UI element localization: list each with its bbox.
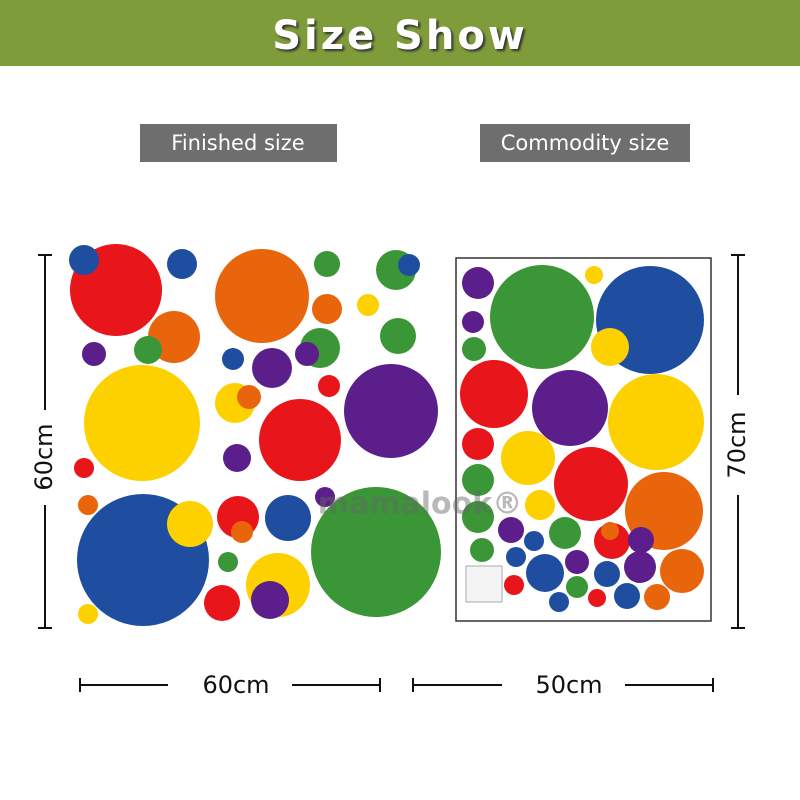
dot (215, 249, 309, 343)
dot (462, 428, 494, 460)
dot (549, 517, 581, 549)
dot (624, 551, 656, 583)
dot (462, 337, 486, 361)
dot (504, 575, 524, 595)
watermark: mamalook® (318, 487, 522, 522)
dot (608, 374, 704, 470)
dot (614, 583, 640, 609)
dot (501, 431, 555, 485)
finished-decal (69, 244, 441, 626)
dot (398, 254, 420, 276)
dot (204, 585, 240, 621)
dot (462, 311, 484, 333)
dot (526, 554, 564, 592)
dot (84, 365, 200, 481)
dot (462, 267, 494, 299)
dot (78, 495, 98, 515)
dot (628, 527, 654, 553)
dot (601, 522, 619, 540)
commodity-decal (460, 265, 704, 612)
dot (312, 294, 342, 324)
dot (82, 342, 106, 366)
label-box (140, 124, 337, 162)
dot (470, 538, 494, 562)
dot (167, 501, 213, 547)
dot (460, 360, 528, 428)
dot (462, 464, 494, 496)
dot (259, 399, 341, 481)
dot (295, 342, 319, 366)
header-title: Size Show (272, 13, 528, 59)
dot (237, 385, 261, 409)
dot (524, 531, 544, 551)
dot (231, 521, 253, 543)
dot (344, 364, 438, 458)
dot (380, 318, 416, 354)
label-box (480, 124, 690, 162)
finished-width: 60cm (202, 671, 269, 699)
dot (660, 549, 704, 593)
dot (318, 375, 340, 397)
product-frame (455, 257, 712, 622)
sample-thumbnail (465, 565, 503, 603)
dot (525, 490, 555, 520)
dot (357, 294, 379, 316)
commodity-width: 50cm (535, 671, 602, 699)
dot (588, 589, 606, 607)
finished-label: Finished size (171, 131, 304, 155)
dot (565, 550, 589, 574)
dot (644, 584, 670, 610)
dot (311, 487, 441, 617)
commodity-height: 70cm (723, 411, 751, 478)
dot (69, 245, 99, 275)
dot (314, 251, 340, 277)
dot (315, 487, 335, 507)
dot (74, 458, 94, 478)
commodity-label: Commodity size (501, 131, 670, 155)
dot (252, 348, 292, 388)
dot (78, 604, 98, 624)
dot (594, 561, 620, 587)
dot (167, 249, 197, 279)
header-band (0, 0, 800, 66)
finished-height: 60cm (30, 423, 58, 490)
dot (532, 370, 608, 446)
dot (506, 547, 526, 567)
dot (251, 581, 289, 619)
dot (134, 336, 162, 364)
dot (549, 592, 569, 612)
dimension-lines (38, 254, 745, 692)
dot (585, 266, 603, 284)
dot (265, 495, 311, 541)
dot (554, 447, 628, 521)
dot (566, 576, 588, 598)
dot (462, 501, 494, 533)
dot (218, 552, 238, 572)
dot (591, 328, 629, 366)
dot (498, 517, 524, 543)
dot (490, 265, 594, 369)
dot (222, 348, 244, 370)
dot (223, 444, 251, 472)
